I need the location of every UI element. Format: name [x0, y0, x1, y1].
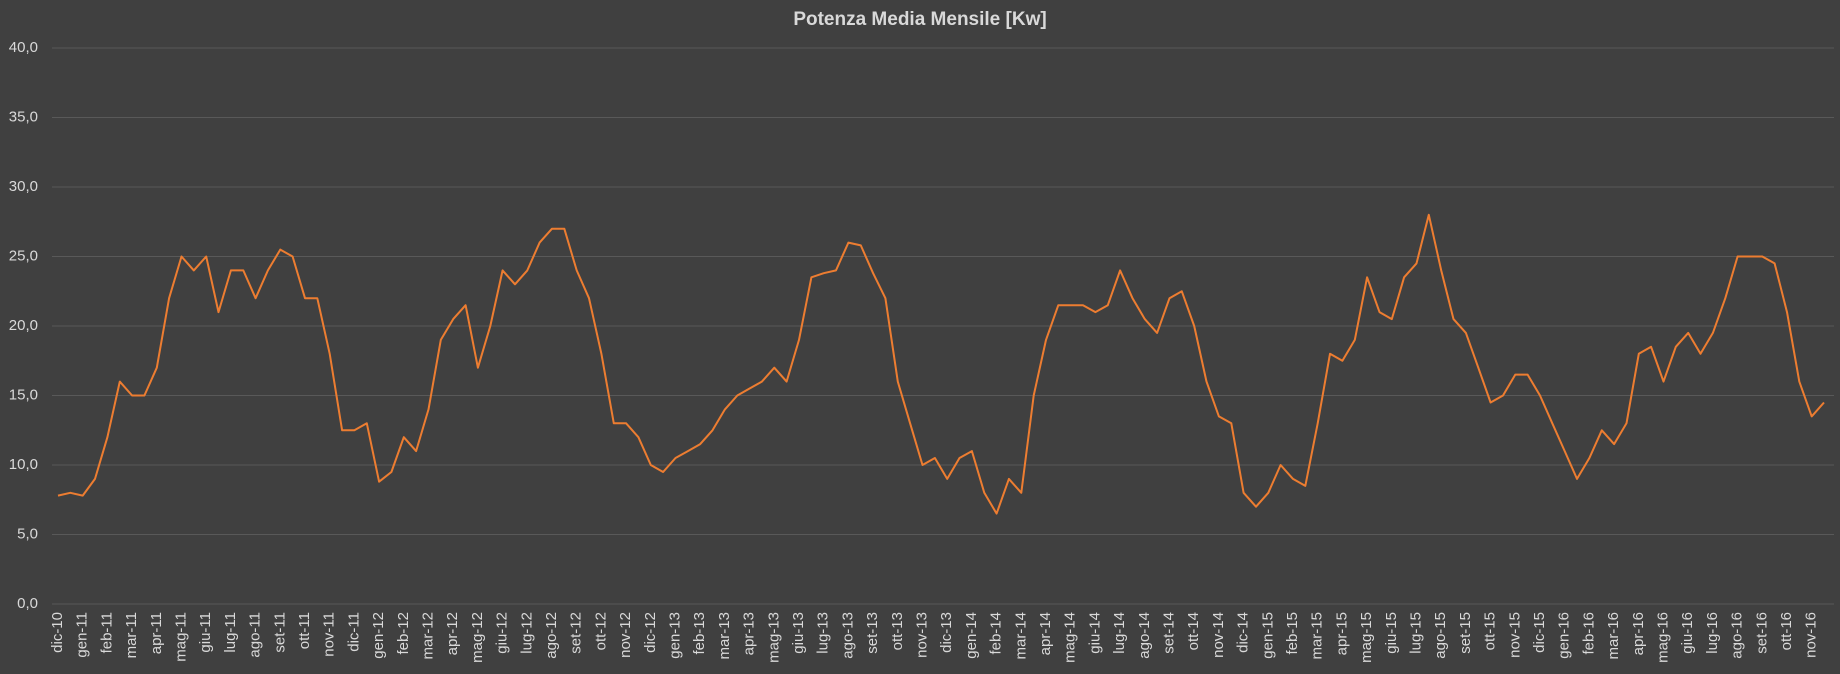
x-tick-label: mar-12 — [419, 612, 436, 660]
x-tick-label: mar-13 — [716, 612, 733, 660]
x-tick-label: giu-15 — [1383, 612, 1400, 654]
x-tick-label: lug-11 — [222, 612, 239, 653]
x-tick-label: nov-12 — [617, 612, 634, 658]
x-tick-label: ott-16 — [1778, 612, 1795, 650]
x-tick-label: lug-14 — [1111, 612, 1128, 654]
x-tick-label: ott-15 — [1482, 612, 1499, 650]
x-tick-label: mar-15 — [1309, 612, 1326, 660]
x-tick-label: lug-16 — [1704, 612, 1721, 654]
x-tick-label: apr-16 — [1630, 612, 1647, 655]
y-tick-label: 35,0 — [9, 108, 38, 125]
x-tick-label: ago-16 — [1729, 612, 1746, 659]
x-tick-label: dic-13 — [938, 612, 955, 653]
x-tick-label: feb-13 — [691, 612, 708, 655]
x-tick-label: ott-13 — [889, 612, 906, 650]
x-tick-label: mar-11 — [123, 612, 140, 658]
x-tick-label: feb-12 — [395, 612, 412, 655]
x-tick-label: nov-13 — [913, 612, 930, 658]
x-tick-label: giu-13 — [790, 612, 807, 654]
x-tick-label: mag-14 — [1062, 612, 1079, 663]
x-tick-label: gen-14 — [963, 612, 980, 659]
x-tick-label: mar-14 — [1012, 612, 1029, 660]
x-tick-label: dic-10 — [49, 612, 66, 653]
x-tick-label: set-15 — [1457, 612, 1474, 654]
x-tick-label: nov-11 — [321, 612, 338, 657]
y-tick-label: 20,0 — [9, 317, 38, 334]
x-tick-label: giu-11 — [197, 612, 214, 653]
x-tick-label: set-14 — [1160, 612, 1177, 654]
x-tick-label: ago-14 — [1136, 612, 1153, 659]
x-tick-label: feb-15 — [1284, 612, 1301, 655]
x-tick-label: ott-14 — [1185, 612, 1202, 650]
x-tick-label: mag-16 — [1654, 612, 1671, 663]
y-tick-label: 0,0 — [17, 595, 38, 612]
x-tick-label: ott-11 — [296, 612, 313, 649]
x-tick-label: giu-12 — [494, 612, 511, 654]
x-tick-label: giu-14 — [1086, 612, 1103, 654]
x-tick-label: ago-12 — [543, 612, 560, 659]
x-tick-label: ago-11 — [247, 612, 264, 658]
x-tick-label: dic-12 — [642, 612, 659, 653]
x-tick-label: dic-14 — [1235, 612, 1252, 653]
x-tick-label: mag-15 — [1358, 612, 1375, 663]
x-tick-label: set-13 — [864, 612, 881, 654]
x-tick-label: apr-14 — [1037, 612, 1054, 655]
x-tick-label: set-16 — [1753, 612, 1770, 654]
x-tick-label: mag-12 — [469, 612, 486, 663]
x-tick-label: feb-11 — [98, 612, 115, 653]
chart-title: Potenza Media Mensile [Kw] — [793, 9, 1046, 30]
x-tick-label: gen-12 — [370, 612, 387, 659]
x-tick-label: dic-11 — [345, 612, 362, 652]
x-tick-label: mag-11 — [172, 612, 189, 662]
x-tick-label: apr-13 — [741, 612, 758, 655]
x-tick-label: set-12 — [568, 612, 585, 654]
y-tick-label: 5,0 — [17, 525, 38, 542]
y-tick-label: 10,0 — [9, 456, 38, 473]
x-tick-label: lug-12 — [518, 612, 535, 654]
x-tick-label: gen-11 — [74, 612, 91, 658]
y-tick-label: 25,0 — [9, 247, 38, 264]
x-tick-label: mag-13 — [765, 612, 782, 663]
x-tick-label: nov-16 — [1803, 612, 1820, 658]
y-tick-label: 40,0 — [9, 39, 38, 56]
x-tick-label: gen-16 — [1556, 612, 1573, 659]
x-tick-label: gen-13 — [666, 612, 683, 659]
x-tick-label: giu-16 — [1679, 612, 1696, 654]
x-tick-label: ago-15 — [1432, 612, 1449, 659]
data-line — [57, 213, 1825, 515]
x-tick-label: nov-14 — [1210, 612, 1227, 658]
x-tick-label: feb-14 — [988, 612, 1005, 655]
x-tick-label: feb-16 — [1580, 612, 1597, 655]
x-tick-label: apr-11 — [148, 612, 165, 654]
x-tick-label: lug-13 — [815, 612, 832, 654]
x-tick-label: apr-15 — [1333, 612, 1350, 655]
y-tick-label: 15,0 — [9, 386, 38, 403]
x-tick-label: set-11 — [271, 612, 288, 653]
x-tick-label: ago-13 — [839, 612, 856, 659]
x-tick-label: gen-15 — [1259, 612, 1276, 659]
x-tick-label: dic-15 — [1531, 612, 1548, 653]
x-tick-label: mar-16 — [1605, 612, 1622, 660]
x-tick-label: nov-15 — [1506, 612, 1523, 658]
x-tick-label: ott-12 — [592, 612, 609, 650]
x-tick-label: apr-12 — [444, 612, 461, 655]
x-tick-label: lug-15 — [1407, 612, 1424, 654]
y-tick-label: 30,0 — [9, 178, 38, 195]
